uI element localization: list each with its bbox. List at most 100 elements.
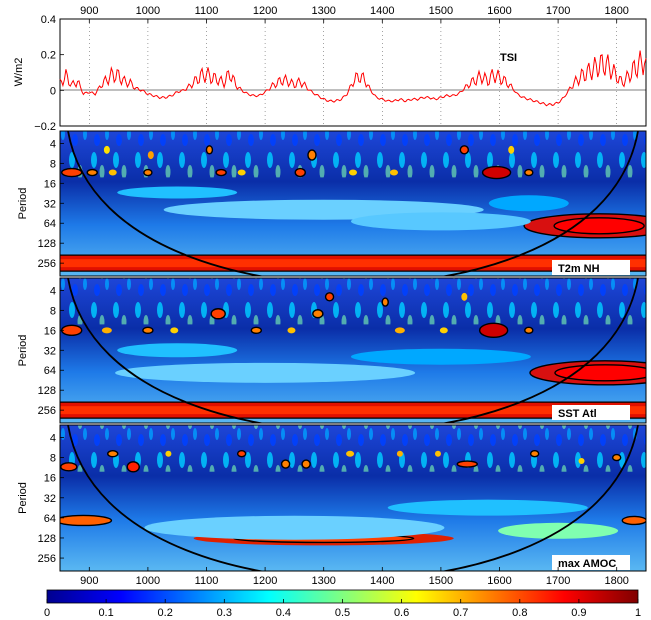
power-blob — [459, 145, 470, 155]
period-tick-label: 256 — [38, 405, 56, 417]
panel-label: SST Atl — [558, 408, 597, 420]
power-blob — [117, 186, 238, 199]
top-xtick-label: 1000 — [136, 5, 160, 17]
colorbar-tick-label: 0.8 — [512, 607, 527, 619]
power-blob — [237, 169, 246, 176]
power-blob — [60, 462, 78, 472]
power-blob — [117, 343, 238, 358]
panel-label-box: SST Atl — [552, 405, 630, 420]
panel-label-box: T2m NH — [552, 260, 630, 275]
top-x-ticks: 900 1000 1100 1200 1300 1400 1500 1600 1700 1800 — [80, 5, 629, 23]
top-xtick-label: 1500 — [429, 5, 453, 17]
power-blob — [165, 450, 172, 457]
power-blob — [103, 145, 110, 154]
colorbar-tick-label: 0.1 — [98, 607, 113, 619]
power-blob — [396, 450, 403, 457]
bottom-xtick-label: 1000 — [136, 575, 160, 587]
panel-label-bg — [552, 405, 630, 420]
period-tick-label: 4 — [50, 432, 56, 444]
panel-label-bg — [552, 260, 630, 275]
power-blob — [107, 450, 119, 458]
period-tick-label: 8 — [50, 305, 56, 317]
heatmap-panel-3: max AMOC 4 8 16 32 64 128 256 Period — [17, 424, 647, 572]
bottom-xtick-label: 900 — [80, 575, 98, 587]
tsi-series-line — [59, 50, 647, 107]
power-blob — [524, 168, 534, 177]
colorbar-tick-label: 0 — [44, 607, 50, 619]
power-blob — [350, 212, 531, 231]
power-blob — [142, 326, 154, 335]
colorbar-tick-label: 0.3 — [217, 607, 232, 619]
heatmap-field — [60, 278, 646, 423]
power-blob — [324, 292, 335, 302]
power-blob — [381, 297, 389, 307]
power-blob — [210, 308, 226, 320]
power-blob — [387, 499, 588, 516]
long-period-contour — [60, 401, 646, 419]
top-xtick-label: 1400 — [370, 5, 394, 17]
top-xtick-label: 1300 — [311, 5, 335, 17]
power-blob — [115, 362, 416, 383]
top-xtick-label: 900 — [80, 5, 98, 17]
period-axis-label: Period — [17, 188, 29, 220]
tsi-ylabel: W/m2 — [13, 58, 25, 87]
power-blob — [390, 169, 399, 176]
power-blob — [612, 453, 622, 462]
power-blob — [621, 515, 646, 526]
power-blob — [307, 149, 317, 161]
period-tick-label: 4 — [50, 285, 56, 297]
panel-label-box: max AMOC — [552, 555, 630, 570]
period-tick-label: 64 — [44, 513, 56, 525]
power-blob — [439, 327, 448, 334]
colorbar-tick-label: 0.2 — [158, 607, 173, 619]
period-tick-label: 128 — [38, 385, 56, 397]
power-blob — [126, 461, 140, 473]
heatmap-panel-2: SST Atl 4 8 16 32 64 128 256 Period — [17, 277, 647, 424]
top-xtick-label: 1600 — [487, 5, 511, 17]
tsi-ytick-label: 0.2 — [41, 50, 56, 62]
period-tick-label: 32 — [44, 198, 56, 210]
power-blob — [524, 326, 534, 335]
power-blob — [554, 364, 646, 382]
period-tick-label: 8 — [50, 158, 56, 170]
colorbar-tick-label: 1 — [635, 607, 641, 619]
colorbar-tick-label: 0.7 — [453, 607, 468, 619]
period-axis-label: Period — [17, 335, 29, 367]
top-xtick-label: 1200 — [253, 5, 277, 17]
tsi-y-ticks: −0.2 0 0.2 0.4 — [34, 14, 64, 133]
bottom-xtick-label: 1300 — [311, 575, 335, 587]
bottom-xtick-label: 1200 — [253, 575, 277, 587]
power-blob — [294, 167, 306, 178]
bottom-xtick-label: 1600 — [487, 575, 511, 587]
power-blob — [461, 292, 468, 301]
power-blob — [280, 459, 291, 469]
power-blob — [86, 168, 98, 177]
power-blob — [488, 195, 569, 212]
power-blob — [478, 322, 509, 339]
heatmap-panels: T2m NH 4 8 16 32 64 128 256 Period SST Atl 4 8 16 32 6… — [17, 130, 647, 572]
power-blob — [205, 145, 214, 155]
power-blob — [147, 151, 154, 160]
heatmap-field — [60, 131, 646, 276]
power-blob — [60, 514, 113, 527]
heatmap-field — [60, 425, 646, 571]
power-blob — [529, 450, 540, 458]
colorbar-ticks: 0 0.1 0.2 0.3 0.4 0.5 0.6 0.7 0.8 0.9 1 — [44, 599, 641, 619]
power-blob — [349, 169, 357, 176]
long-period-band-core — [60, 406, 646, 415]
colorbar: 0 0.1 0.2 0.3 0.4 0.5 0.6 0.7 0.8 0.9 1 — [44, 589, 641, 619]
cone-of-influence — [67, 131, 639, 276]
period-tick-label: 256 — [38, 258, 56, 270]
bottom-x-ticks: 900 1000 1100 1200 1300 1400 1500 1600 1700 1800 — [80, 567, 629, 587]
colorbar-tick-label: 0.6 — [394, 607, 409, 619]
power-blob — [61, 324, 83, 337]
bottom-xtick-label: 1700 — [546, 575, 570, 587]
power-blob — [236, 450, 247, 458]
period-tick-label: 32 — [44, 345, 56, 357]
bottom-xtick-label: 1400 — [370, 575, 394, 587]
heatmap-texture — [60, 278, 646, 325]
heatmap-texture — [60, 425, 646, 472]
power-blob — [394, 327, 405, 334]
period-axis-label: Period — [17, 482, 29, 514]
power-blob — [287, 327, 296, 334]
